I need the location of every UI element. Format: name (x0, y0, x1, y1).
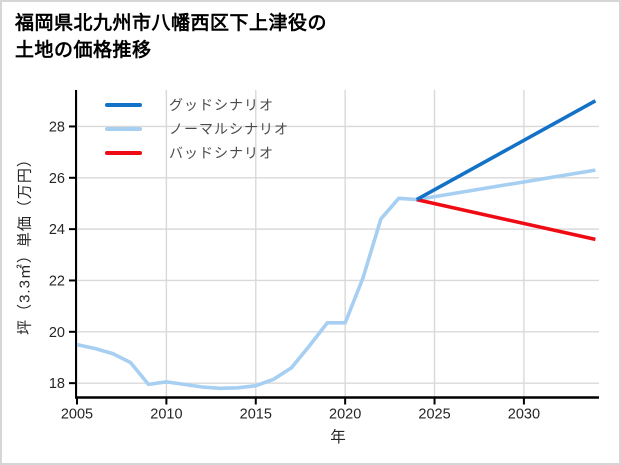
y-tick-label: 22 (49, 273, 65, 289)
series-line-2 (416, 197, 596, 242)
y-tick-label: 28 (49, 119, 65, 135)
y-tick-label: 26 (49, 171, 65, 187)
legend-label-good-scenario: グッドシナリオ (169, 97, 274, 113)
y-tick-label: 18 (49, 376, 65, 392)
legend-item-good-scenario: グッドシナリオ (105, 93, 289, 117)
legend-swatch-bad-scenario (105, 151, 142, 155)
y-tick-label: 20 (49, 325, 65, 341)
chart-title: 福岡県北九州市八幡西区下上津役の 土地の価格推移 (15, 10, 327, 64)
chart-legend: グッドシナリオ ノーマルシナリオ バッドシナリオ (105, 93, 289, 165)
legend-label-normal-scenario: ノーマルシナリオ (169, 121, 289, 137)
legend-swatch-good-scenario (105, 103, 142, 107)
y-axis-label: 坪（3.3㎡）単価（万円） (16, 151, 34, 335)
chart-title-line1: 福岡県北九州市八幡西区下上津役の (15, 13, 328, 34)
legend-label-bad-scenario: バッドシナリオ (169, 145, 274, 161)
x-tick-label: 2020 (329, 407, 361, 423)
x-tick-label: 2005 (61, 407, 93, 423)
legend-swatch-normal-scenario (105, 127, 142, 131)
x-tick-label: 2010 (150, 407, 182, 423)
chart-title-line2: 土地の価格推移 (15, 40, 152, 61)
legend-item-bad-scenario: バッドシナリオ (105, 141, 289, 165)
series-line-1 (76, 168, 596, 391)
series-line-0 (415, 99, 597, 202)
x-tick-label: 2015 (240, 407, 272, 423)
x-axis-label: 年 (330, 429, 346, 446)
x-tick-label: 2030 (508, 407, 540, 423)
legend-item-normal-scenario: ノーマルシナリオ (105, 117, 289, 141)
x-tick-label: 2025 (418, 407, 450, 423)
y-tick-label: 24 (49, 222, 65, 238)
